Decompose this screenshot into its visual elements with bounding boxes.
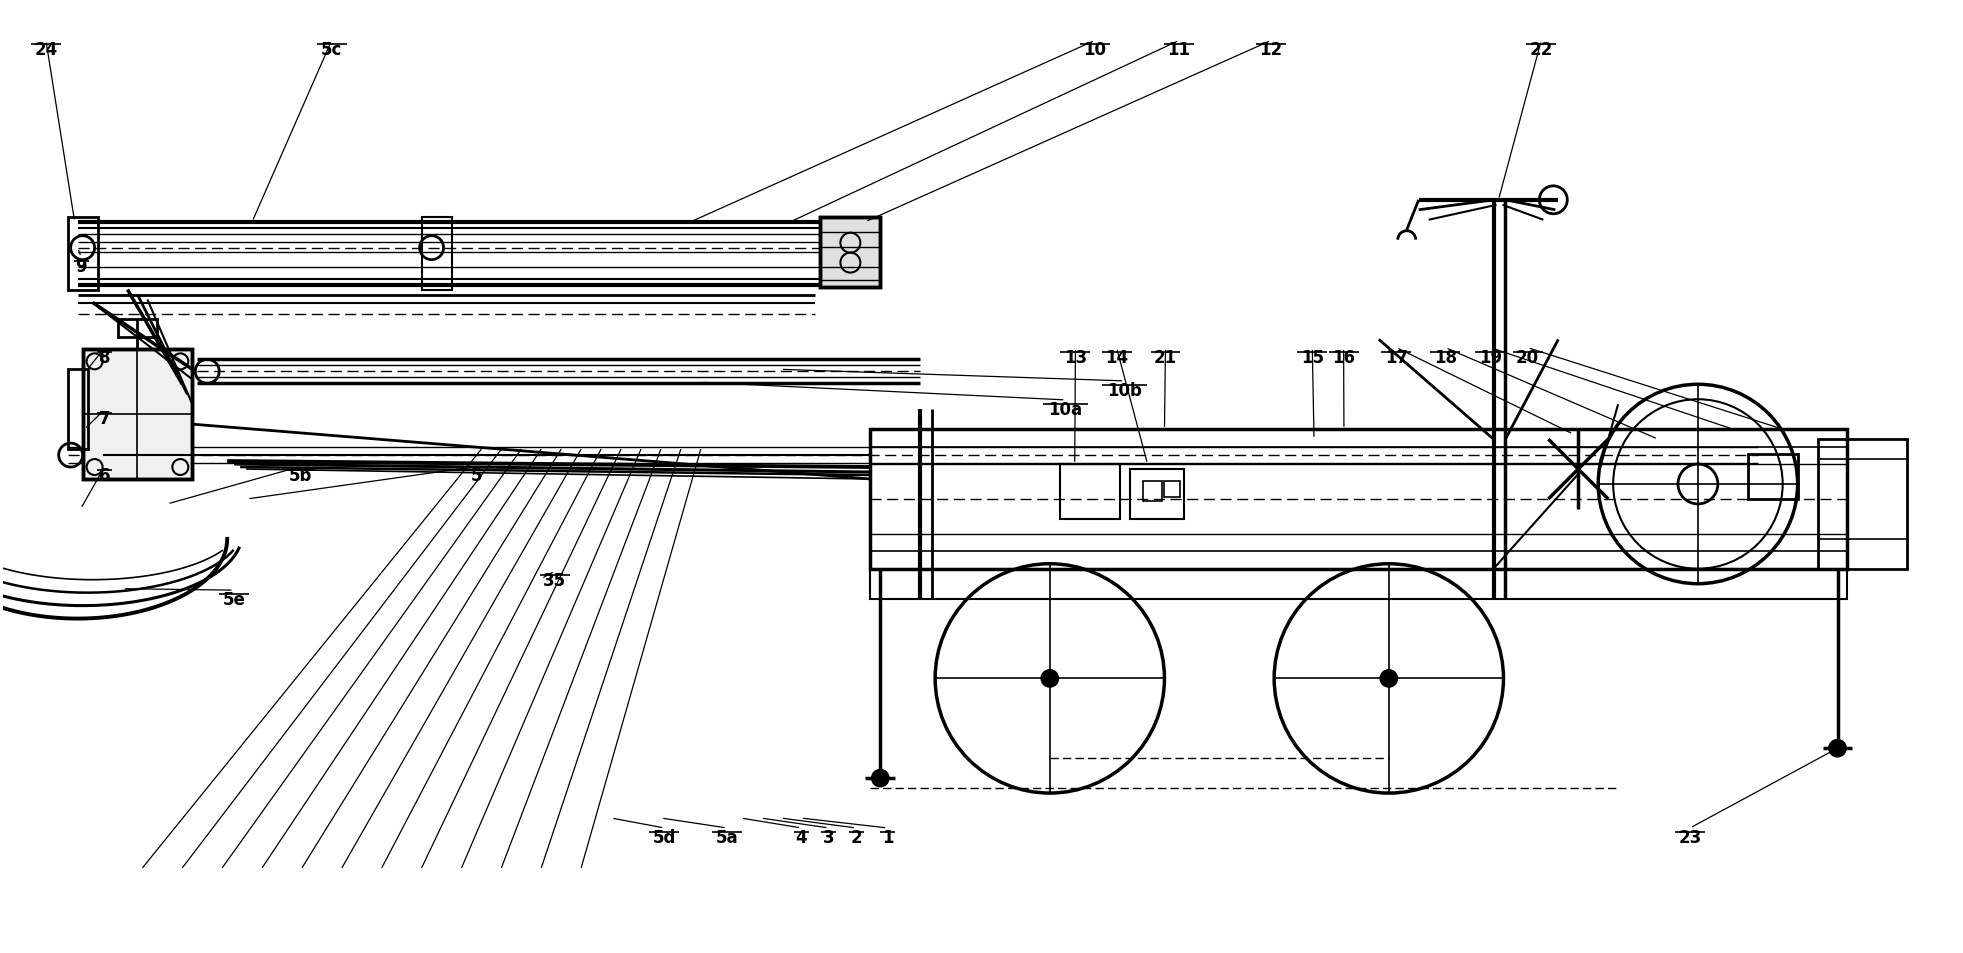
Text: 13: 13 <box>1064 348 1088 366</box>
Bar <box>118 320 157 338</box>
Bar <box>1129 470 1184 519</box>
Text: 24: 24 <box>33 41 57 59</box>
Text: 19: 19 <box>1478 348 1502 366</box>
Text: 2: 2 <box>850 828 862 846</box>
Text: 14: 14 <box>1105 348 1129 366</box>
Text: 5d: 5d <box>654 828 675 846</box>
Text: 22: 22 <box>1529 41 1553 59</box>
Text: 8: 8 <box>98 348 110 366</box>
Text: 5b: 5b <box>289 467 312 485</box>
Text: 17: 17 <box>1384 348 1407 366</box>
Text: 9: 9 <box>75 258 86 276</box>
Circle shape <box>1380 671 1398 687</box>
Text: 10b: 10b <box>1107 381 1142 399</box>
Text: 15: 15 <box>1301 348 1323 366</box>
Bar <box>67 370 88 450</box>
Circle shape <box>1042 671 1058 687</box>
Text: 5a: 5a <box>716 828 738 846</box>
Circle shape <box>872 770 889 786</box>
Text: 16: 16 <box>1333 348 1354 366</box>
Bar <box>67 217 98 291</box>
Bar <box>870 430 1847 569</box>
Bar <box>821 217 879 287</box>
Bar <box>82 350 192 479</box>
Bar <box>1060 464 1119 519</box>
Circle shape <box>1830 740 1845 757</box>
Text: 21: 21 <box>1154 348 1178 366</box>
Text: 35: 35 <box>544 572 567 590</box>
Bar <box>870 569 1847 599</box>
Bar <box>1747 455 1798 499</box>
Text: 23: 23 <box>1678 828 1702 846</box>
Bar <box>821 217 879 287</box>
Text: 3: 3 <box>822 828 834 846</box>
Text: 5: 5 <box>471 467 483 485</box>
Text: 18: 18 <box>1433 348 1457 366</box>
Bar <box>422 217 451 291</box>
Text: 20: 20 <box>1515 348 1539 366</box>
Bar <box>1164 481 1180 497</box>
Text: 10a: 10a <box>1048 400 1084 418</box>
Bar <box>1818 439 1908 569</box>
Text: 5c: 5c <box>322 41 342 59</box>
Text: 11: 11 <box>1168 41 1192 59</box>
Bar <box>1142 481 1162 501</box>
Bar <box>82 350 192 479</box>
Text: 4: 4 <box>795 828 807 846</box>
Text: 12: 12 <box>1260 41 1282 59</box>
Text: 6: 6 <box>98 467 110 485</box>
Text: 10: 10 <box>1084 41 1107 59</box>
Text: 5e: 5e <box>222 591 245 609</box>
Text: 1: 1 <box>881 828 893 846</box>
Text: 7: 7 <box>98 410 110 428</box>
